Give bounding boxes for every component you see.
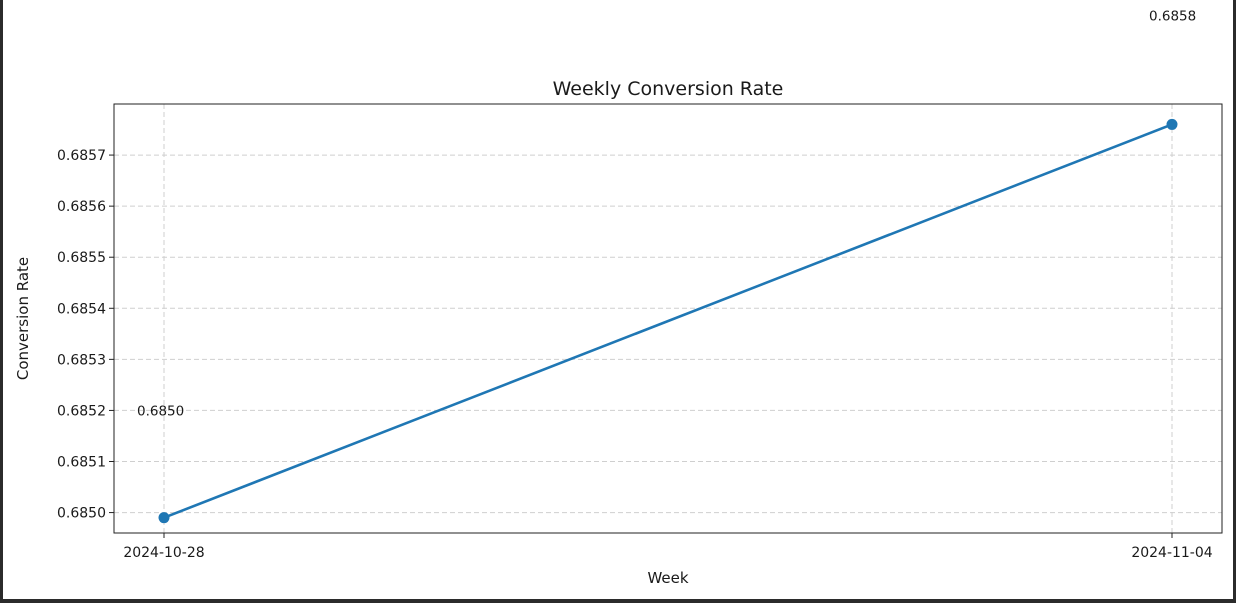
plot-frame	[113, 103, 1223, 534]
data-label: 0.6850	[137, 404, 184, 420]
y-axis-label: Conversion Rate	[14, 257, 32, 380]
data-point	[1166, 118, 1178, 130]
y-tick-label: 0.6852	[57, 403, 106, 419]
y-tick-label: 0.6856	[57, 199, 106, 215]
chart-figure: 0.6850 0.6851 0.6852 0.6853 0.6854 0.6855 0.68…	[3, 0, 1233, 599]
y-tick-label: 0.6853	[57, 352, 106, 368]
x-tick-label: 2024-11-04	[1131, 545, 1212, 561]
chart-title: Weekly Conversion Rate	[553, 78, 784, 100]
y-tick-label: 0.6857	[57, 148, 106, 164]
series-layer	[158, 118, 1178, 524]
data-label: 0.6858	[1149, 8, 1196, 24]
data-point	[158, 512, 170, 524]
grid	[114, 104, 1222, 533]
y-tick-label: 0.6850	[57, 506, 106, 522]
annotations: 0.6850 0.6858	[137, 8, 1196, 419]
y-tick-label: 0.6854	[57, 301, 106, 317]
y-tick-label: 0.6855	[57, 250, 106, 266]
axis-ticks: 0.6850 0.6851 0.6852 0.6853 0.6854 0.6855 0.68…	[57, 148, 1213, 561]
series-line	[163, 123, 1173, 519]
x-axis-label: Week	[647, 569, 688, 587]
x-tick-label: 2024-10-28	[123, 545, 204, 561]
y-tick-label: 0.6851	[57, 455, 106, 471]
line-chart: 0.6850 0.6851 0.6852 0.6853 0.6854 0.6855 0.68…	[14, 8, 1223, 587]
